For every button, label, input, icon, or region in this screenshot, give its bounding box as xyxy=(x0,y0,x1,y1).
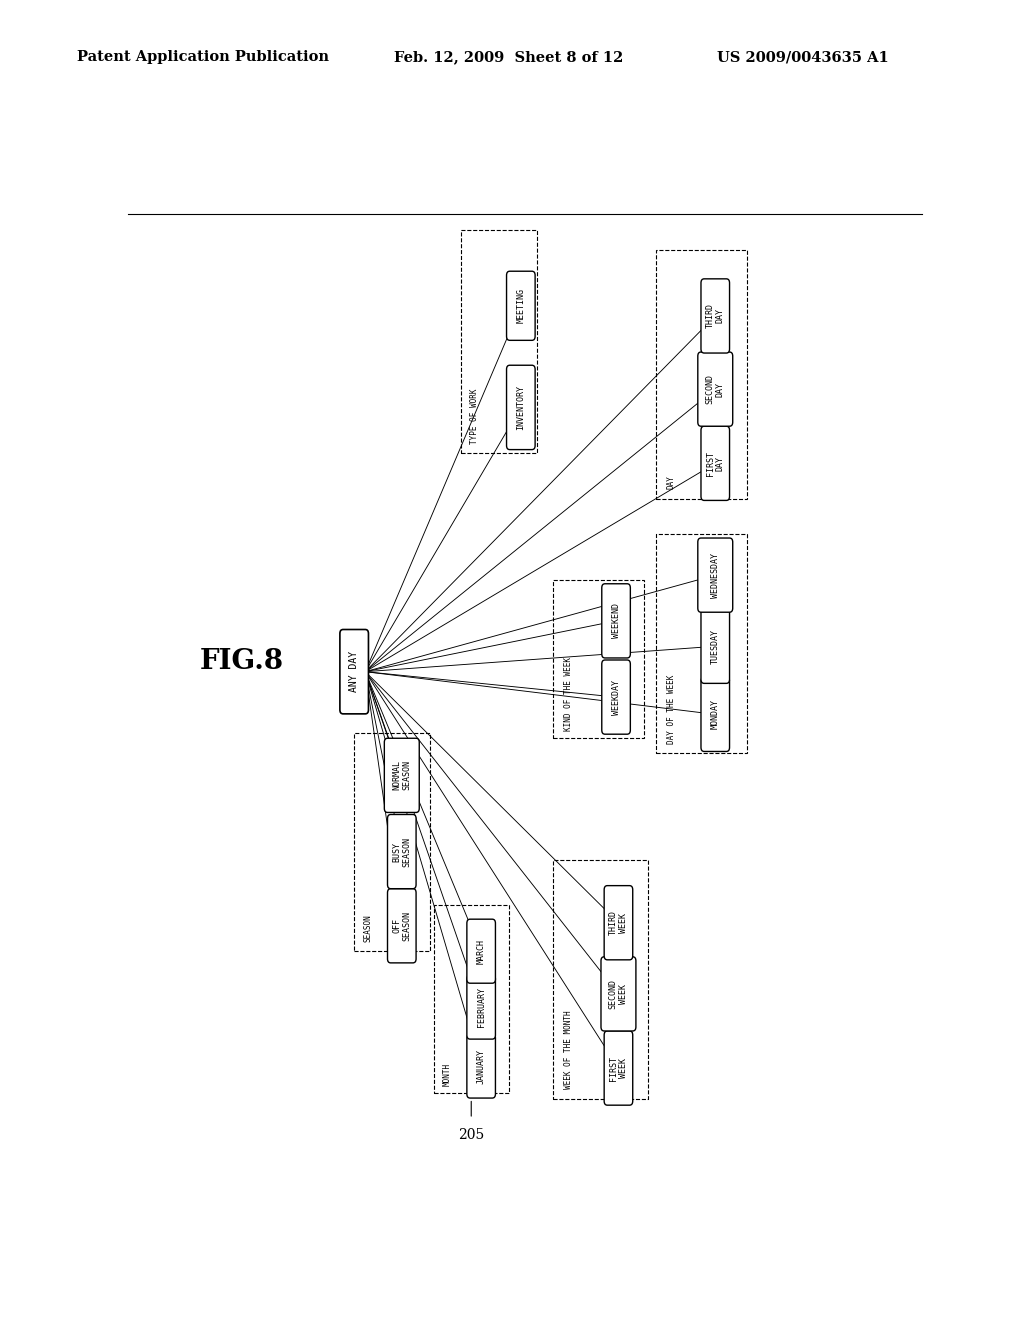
Text: WEEKDAY: WEEKDAY xyxy=(611,680,621,714)
Text: FIG.8: FIG.8 xyxy=(200,648,284,675)
FancyBboxPatch shape xyxy=(604,886,633,960)
Text: FEBRUARY: FEBRUARY xyxy=(476,987,485,1027)
Text: FIRST
DAY: FIRST DAY xyxy=(706,451,725,475)
FancyBboxPatch shape xyxy=(467,1034,496,1098)
FancyBboxPatch shape xyxy=(387,888,416,962)
FancyBboxPatch shape xyxy=(602,583,631,657)
FancyBboxPatch shape xyxy=(604,1031,633,1105)
FancyBboxPatch shape xyxy=(387,814,416,888)
Text: THIRD
WEEK: THIRD WEEK xyxy=(608,911,628,936)
FancyBboxPatch shape xyxy=(601,957,636,1031)
Text: 205: 205 xyxy=(458,1129,484,1142)
Text: DAY OF THE WEEK: DAY OF THE WEEK xyxy=(667,675,676,744)
Text: WEEKEND: WEEKEND xyxy=(611,603,621,639)
Text: WEEK OF THE MONTH: WEEK OF THE MONTH xyxy=(564,1010,573,1089)
Bar xyxy=(433,906,509,1093)
FancyBboxPatch shape xyxy=(697,539,733,612)
Bar xyxy=(553,581,644,738)
FancyBboxPatch shape xyxy=(701,279,729,352)
Text: MONDAY: MONDAY xyxy=(711,700,720,730)
FancyBboxPatch shape xyxy=(340,630,369,714)
FancyBboxPatch shape xyxy=(507,271,536,341)
Text: WEDNESDAY: WEDNESDAY xyxy=(711,553,720,598)
FancyBboxPatch shape xyxy=(507,366,536,450)
Text: Feb. 12, 2009  Sheet 8 of 12: Feb. 12, 2009 Sheet 8 of 12 xyxy=(394,50,624,65)
FancyBboxPatch shape xyxy=(602,660,631,734)
Text: FIRST
WEEK: FIRST WEEK xyxy=(608,1056,628,1081)
FancyBboxPatch shape xyxy=(701,609,729,684)
Text: TYPE OF WORK: TYPE OF WORK xyxy=(470,388,479,445)
Text: THIRD
DAY: THIRD DAY xyxy=(706,304,725,329)
Bar xyxy=(354,733,430,952)
Text: MEETING: MEETING xyxy=(516,288,525,323)
FancyBboxPatch shape xyxy=(697,352,733,426)
Text: SECOND
DAY: SECOND DAY xyxy=(706,374,725,404)
Text: MARCH: MARCH xyxy=(476,939,485,964)
Bar xyxy=(553,859,648,1098)
Text: SEASON: SEASON xyxy=(364,915,372,942)
Text: MONTH: MONTH xyxy=(442,1063,452,1086)
Text: US 2009/0043635 A1: US 2009/0043635 A1 xyxy=(717,50,889,65)
Text: Patent Application Publication: Patent Application Publication xyxy=(77,50,329,65)
Text: OFF
SEASON: OFF SEASON xyxy=(392,911,412,941)
Text: INVENTORY: INVENTORY xyxy=(516,385,525,430)
Bar xyxy=(655,535,748,752)
FancyBboxPatch shape xyxy=(701,677,729,751)
Text: DAY: DAY xyxy=(667,475,676,488)
Bar xyxy=(461,230,537,453)
Text: BUSY
SEASON: BUSY SEASON xyxy=(392,837,412,867)
Text: NORMAL
SEASON: NORMAL SEASON xyxy=(392,760,412,791)
Text: KIND OF THE WEEK: KIND OF THE WEEK xyxy=(563,657,572,731)
Bar xyxy=(655,249,748,499)
FancyBboxPatch shape xyxy=(384,738,419,812)
FancyBboxPatch shape xyxy=(467,919,496,983)
FancyBboxPatch shape xyxy=(701,426,729,500)
Text: JANUARY: JANUARY xyxy=(476,1048,485,1084)
Text: ANY DAY: ANY DAY xyxy=(349,651,359,692)
Text: SECOND
WEEK: SECOND WEEK xyxy=(608,979,628,1008)
FancyBboxPatch shape xyxy=(467,975,496,1039)
Text: TUESDAY: TUESDAY xyxy=(711,628,720,664)
